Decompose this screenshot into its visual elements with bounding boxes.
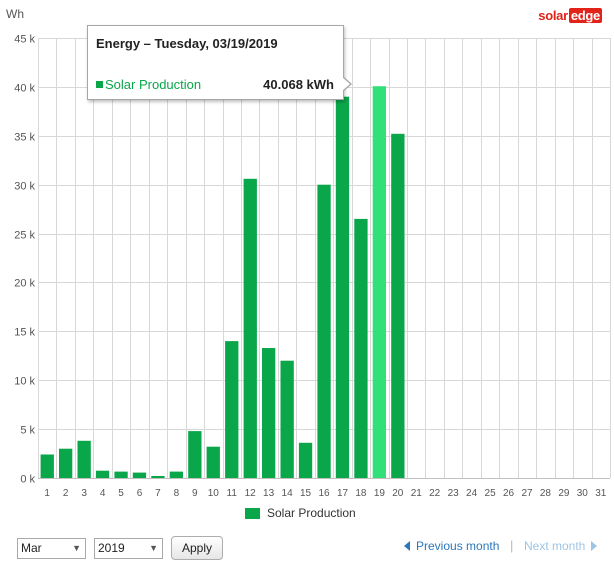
x-tick-label: 27	[521, 488, 533, 499]
y-tick-label: 0 k	[20, 474, 35, 486]
x-tick-label: 21	[411, 488, 423, 499]
apply-button[interactable]: Apply	[171, 536, 224, 560]
y-tick-label: 35 k	[14, 132, 35, 144]
y-tick-label: 30 k	[14, 181, 35, 193]
x-tick-label: 28	[540, 488, 552, 499]
x-tick-label: 23	[448, 488, 460, 499]
bar-day-16[interactable]	[317, 184, 331, 478]
x-tick-label: 31	[595, 488, 607, 499]
tooltip-arrow-inner	[342, 77, 350, 91]
x-tick-label: 18	[355, 488, 367, 499]
bar-day-18[interactable]	[354, 218, 368, 478]
x-axis-ticks: 1 2 3 4 5 6 7 8 9 10 11 12 13 14 15 16 17 18 19 20 21 22 23 24 2…	[44, 488, 606, 499]
energy-chart: 0 k 5 k 10 k 15 k 20 k 25 k 30 k 35 k 40 k 45 k 1…	[6, 7, 611, 499]
bar-day-2[interactable]	[59, 448, 73, 478]
y-axis-label: Wh	[6, 7, 24, 21]
bar-day-8[interactable]	[169, 471, 183, 478]
chart-bars[interactable]	[40, 86, 405, 479]
x-tick-label: 22	[429, 488, 441, 499]
chart-tooltip: Energy – Tuesday, 03/19/2019 Solar Produ…	[87, 25, 352, 100]
bar-day-15[interactable]	[298, 442, 313, 478]
chevron-left-icon	[404, 541, 410, 551]
bar-day-13[interactable]	[262, 348, 276, 478]
x-tick-label: 24	[466, 488, 478, 499]
x-tick-label: 11	[227, 488, 238, 499]
x-tick-label: 3	[81, 488, 87, 499]
year-select[interactable]: 2019 ▼	[94, 537, 163, 559]
y-tick-label: 20 k	[14, 278, 35, 290]
bar-day-3[interactable]	[77, 440, 91, 478]
bar-day-12[interactable]	[243, 178, 257, 479]
solaredge-logo: solar edge	[538, 8, 602, 23]
x-tick-label: 7	[155, 488, 161, 499]
x-tick-label: 10	[208, 488, 220, 499]
x-tick-label: 9	[192, 488, 198, 499]
bar-day-6[interactable]	[132, 472, 147, 478]
x-tick-label: 13	[263, 488, 275, 499]
x-tick-label: 16	[318, 488, 330, 499]
y-tick-label: 5 k	[20, 425, 35, 437]
tooltip-value: 40.068 kWh	[263, 77, 334, 92]
x-tick-label: 26	[503, 488, 515, 499]
logo-text-edge: edge	[568, 8, 602, 23]
chevron-down-icon: ▼	[72, 543, 81, 553]
year-select-value: 2019	[98, 541, 125, 555]
bar-day-4[interactable]	[95, 470, 110, 478]
chart-legend[interactable]: Solar Production	[245, 506, 356, 520]
x-tick-label: 17	[337, 488, 349, 499]
bar-day-7[interactable]	[151, 476, 165, 478]
y-axis-ticks: 0 k 5 k 10 k 15 k 20 k 25 k 30 k 35 k 40 k 45 k	[14, 34, 35, 486]
legend-label: Solar Production	[267, 506, 356, 520]
nav-separator: |	[510, 538, 514, 553]
legend-swatch-icon	[245, 507, 260, 519]
chevron-right-icon	[591, 541, 598, 551]
x-tick-label: 25	[485, 488, 497, 499]
y-tick-label: 10 k	[14, 376, 35, 388]
bar-day-11[interactable]	[225, 341, 239, 478]
previous-month-label: Previous month	[416, 539, 500, 553]
x-tick-label: 14	[282, 488, 294, 499]
bar-day-9[interactable]	[188, 431, 202, 478]
x-tick-label: 2	[63, 488, 69, 499]
y-tick-label: 25 k	[14, 230, 35, 242]
period-controls: Mar ▼ 2019 ▼ Apply	[17, 536, 224, 560]
x-tick-label: 15	[300, 488, 312, 499]
bar-day-17[interactable]	[335, 96, 350, 478]
next-month-label: Next month	[524, 539, 586, 553]
x-tick-label: 30	[577, 488, 589, 499]
x-tick-label: 19	[374, 488, 386, 499]
month-select-value: Mar	[21, 541, 42, 555]
x-tick-label: 6	[137, 488, 143, 499]
y-tick-label: 15 k	[14, 327, 35, 339]
x-tick-label: 29	[558, 488, 570, 499]
chevron-down-icon: ▼	[149, 543, 158, 553]
x-tick-label: 1	[44, 488, 50, 499]
bar-day-5[interactable]	[114, 471, 128, 478]
chart-grid	[38, 38, 611, 479]
bar-day-10[interactable]	[206, 446, 220, 478]
tooltip-title: Energy – Tuesday, 03/19/2019	[96, 36, 278, 51]
previous-month-link[interactable]: Previous month	[404, 539, 499, 553]
x-tick-label: 4	[100, 488, 106, 499]
month-select[interactable]: Mar ▼	[17, 537, 86, 559]
x-tick-label: 20	[392, 488, 404, 499]
logo-text-solar: solar	[538, 8, 568, 23]
bar-day-19[interactable]	[372, 86, 386, 478]
next-month-link[interactable]: Next month	[524, 539, 598, 553]
bar-day-14[interactable]	[280, 360, 294, 478]
x-tick-label: 5	[118, 488, 124, 499]
x-tick-label: 12	[245, 488, 257, 499]
y-tick-label: 40 k	[14, 83, 35, 95]
bar-day-1[interactable]	[40, 454, 54, 479]
tooltip-series-marker-icon	[96, 81, 103, 88]
tooltip-series: Solar Production	[96, 77, 201, 92]
y-tick-label: 45 k	[14, 34, 35, 46]
x-tick-label: 8	[174, 488, 180, 499]
bar-day-20[interactable]	[391, 133, 405, 479]
tooltip-series-label: Solar Production	[105, 77, 202, 92]
